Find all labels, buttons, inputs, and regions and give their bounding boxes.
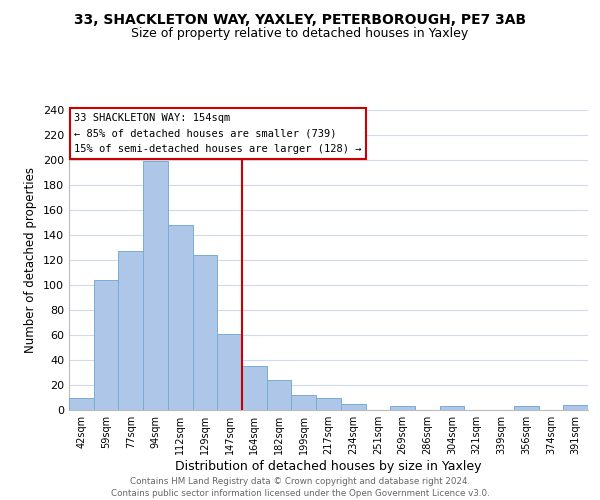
Bar — [69, 398, 94, 410]
Bar — [341, 404, 365, 410]
Text: 33 SHACKLETON WAY: 154sqm
← 85% of detached houses are smaller (739)
15% of semi: 33 SHACKLETON WAY: 154sqm ← 85% of detac… — [74, 113, 362, 154]
Bar — [316, 398, 341, 410]
Bar — [143, 161, 168, 410]
Bar — [217, 334, 242, 410]
Bar — [440, 406, 464, 410]
Bar — [563, 405, 588, 410]
Bar — [390, 406, 415, 410]
Bar — [118, 251, 143, 410]
Text: Contains public sector information licensed under the Open Government Licence v3: Contains public sector information licen… — [110, 489, 490, 498]
Bar — [267, 380, 292, 410]
Bar — [514, 406, 539, 410]
Bar — [292, 395, 316, 410]
Y-axis label: Number of detached properties: Number of detached properties — [25, 167, 37, 353]
Text: Contains HM Land Registry data © Crown copyright and database right 2024.: Contains HM Land Registry data © Crown c… — [130, 478, 470, 486]
Bar — [94, 280, 118, 410]
Text: 33, SHACKLETON WAY, YAXLEY, PETERBOROUGH, PE7 3AB: 33, SHACKLETON WAY, YAXLEY, PETERBOROUGH… — [74, 12, 526, 26]
Text: Size of property relative to detached houses in Yaxley: Size of property relative to detached ho… — [131, 28, 469, 40]
Bar — [193, 255, 217, 410]
Bar — [242, 366, 267, 410]
X-axis label: Distribution of detached houses by size in Yaxley: Distribution of detached houses by size … — [175, 460, 482, 473]
Bar — [168, 225, 193, 410]
